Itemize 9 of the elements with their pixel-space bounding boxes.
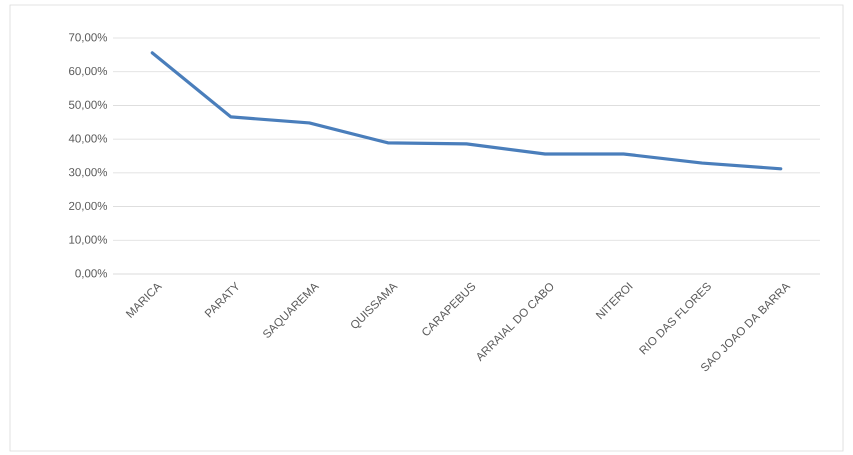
- y-tick-label: 0,00%: [75, 269, 108, 279]
- y-tick-label: 70,00%: [69, 33, 108, 43]
- line-series: [150, 51, 782, 170]
- y-tick-label: 10,00%: [69, 236, 108, 246]
- y-tick-label: 40,00%: [68, 134, 108, 144]
- y-tick-label: 20,00%: [69, 202, 108, 212]
- y-tick-label: 50,00%: [68, 100, 108, 110]
- y-tick-label: 30,00%: [68, 168, 108, 178]
- y-tick-label: 60,00%: [69, 66, 108, 76]
